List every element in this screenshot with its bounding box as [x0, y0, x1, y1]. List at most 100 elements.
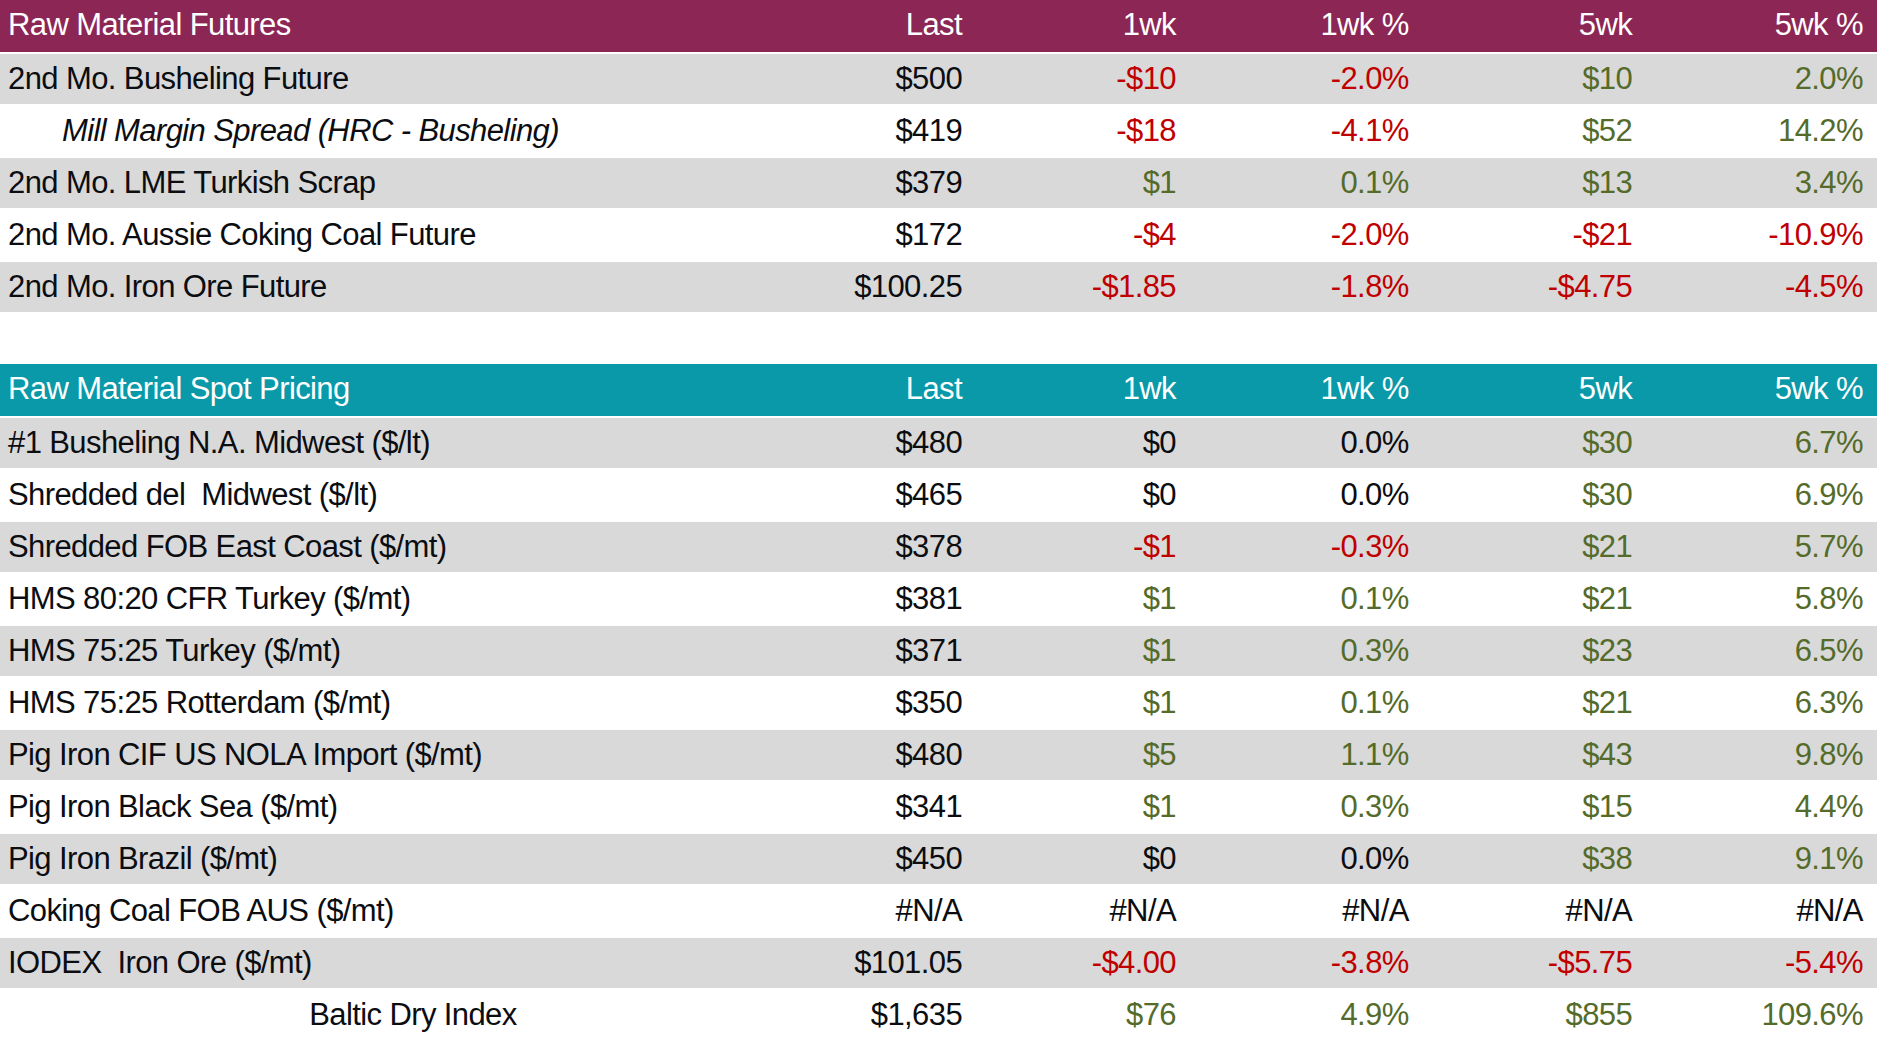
value-cell: $38: [1423, 834, 1646, 884]
value-cell: 3.4%: [1646, 158, 1877, 208]
row-label: Pig Iron Brazil ($/mt): [0, 834, 826, 884]
value-cell: -$5.75: [1423, 938, 1646, 988]
value-cell: $0: [976, 418, 1190, 468]
value-cell: #N/A: [1646, 886, 1877, 936]
value-cell: $5: [976, 730, 1190, 780]
col-header-5wk: 5wk: [1423, 364, 1646, 416]
value-cell: $0: [976, 470, 1190, 520]
futures-table-title: Raw Material Futures: [0, 0, 826, 52]
value-cell: $52: [1423, 106, 1646, 156]
spot-pricing-rows: #1 Busheling N.A. Midwest ($/lt)$480$00.…: [0, 416, 1877, 1040]
value-cell: 6.3%: [1646, 678, 1877, 728]
col-header-last: Last: [826, 364, 976, 416]
value-cell: 9.1%: [1646, 834, 1877, 884]
value-cell: 4.9%: [1190, 990, 1423, 1040]
value-cell: 5.8%: [1646, 574, 1877, 624]
value-cell: $1: [976, 678, 1190, 728]
row-label: IODEX Iron Ore ($/mt): [0, 938, 826, 988]
value-cell: 6.9%: [1646, 470, 1877, 520]
row-label: Mill Margin Spread (HRC - Busheling): [0, 106, 826, 156]
value-cell: $419: [826, 106, 976, 156]
futures-rows: 2nd Mo. Busheling Future$500-$10-2.0%$10…: [0, 52, 1877, 312]
futures-table: Raw Material Futures Last 1wk 1wk % 5wk …: [0, 0, 1877, 312]
value-cell: $30: [1423, 418, 1646, 468]
row-label: 2nd Mo. Iron Ore Future: [0, 262, 826, 312]
value-cell: $855: [1423, 990, 1646, 1040]
row-label: 2nd Mo. LME Turkish Scrap: [0, 158, 826, 208]
value-cell: $21: [1423, 522, 1646, 572]
value-cell: -5.4%: [1646, 938, 1877, 988]
col-header-1wk-pct: 1wk %: [1190, 364, 1423, 416]
value-cell: $371: [826, 626, 976, 676]
row-label: Shredded FOB East Coast ($/mt): [0, 522, 826, 572]
table-row: 2nd Mo. Busheling Future$500-$10-2.0%$10…: [0, 52, 1877, 104]
value-cell: -2.0%: [1190, 54, 1423, 104]
value-cell: -$4.00: [976, 938, 1190, 988]
value-cell: $480: [826, 418, 976, 468]
spot-table-title: Raw Material Spot Pricing: [0, 364, 826, 416]
value-cell: $480: [826, 730, 976, 780]
value-cell: 0.1%: [1190, 158, 1423, 208]
value-cell: 14.2%: [1646, 106, 1877, 156]
row-label: HMS 75:25 Rotterdam ($/mt): [0, 678, 826, 728]
row-label: Pig Iron CIF US NOLA Import ($/mt): [0, 730, 826, 780]
value-cell: -4.5%: [1646, 262, 1877, 312]
table-row: #1 Busheling N.A. Midwest ($/lt)$480$00.…: [0, 416, 1877, 468]
value-cell: 0.3%: [1190, 626, 1423, 676]
table-row: 2nd Mo. Iron Ore Future$100.25-$1.85-1.8…: [0, 260, 1877, 312]
value-cell: $378: [826, 522, 976, 572]
value-cell: $1: [976, 158, 1190, 208]
value-cell: $381: [826, 574, 976, 624]
value-cell: $1: [976, 626, 1190, 676]
value-cell: #N/A: [1423, 886, 1646, 936]
table-row: Shredded del Midwest ($/lt)$465$00.0%$30…: [0, 468, 1877, 520]
value-cell: -4.1%: [1190, 106, 1423, 156]
row-label: 2nd Mo. Busheling Future: [0, 54, 826, 104]
col-header-1wk: 1wk: [976, 364, 1190, 416]
value-cell: $43: [1423, 730, 1646, 780]
row-label: Shredded del Midwest ($/lt): [0, 470, 826, 520]
value-cell: 109.6%: [1646, 990, 1877, 1040]
table-gap: [0, 312, 1877, 364]
value-cell: 5.7%: [1646, 522, 1877, 572]
value-cell: -$1.85: [976, 262, 1190, 312]
value-cell: 1.1%: [1190, 730, 1423, 780]
value-cell: $172: [826, 210, 976, 260]
table-row: 2nd Mo. Aussie Coking Coal Future$172-$4…: [0, 208, 1877, 260]
table-row: Shredded FOB East Coast ($/mt)$378-$1-0.…: [0, 520, 1877, 572]
table-row: Baltic Dry Index$1,635$764.9%$855109.6%: [0, 988, 1877, 1040]
value-cell: $15: [1423, 782, 1646, 832]
value-cell: $21: [1423, 574, 1646, 624]
value-cell: $450: [826, 834, 976, 884]
value-cell: #N/A: [826, 886, 976, 936]
value-cell: $76: [976, 990, 1190, 1040]
value-cell: $101.05: [826, 938, 976, 988]
table-row: 2nd Mo. LME Turkish Scrap$379$10.1%$133.…: [0, 156, 1877, 208]
row-label: Coking Coal FOB AUS ($/mt): [0, 886, 826, 936]
table-row: HMS 75:25 Rotterdam ($/mt)$350$10.1%$216…: [0, 676, 1877, 728]
table-row: Pig Iron Black Sea ($/mt)$341$10.3%$154.…: [0, 780, 1877, 832]
value-cell: $21: [1423, 678, 1646, 728]
value-cell: $379: [826, 158, 976, 208]
value-cell: 0.3%: [1190, 782, 1423, 832]
value-cell: -2.0%: [1190, 210, 1423, 260]
col-header-1wk-pct: 1wk %: [1190, 0, 1423, 52]
row-label: HMS 75:25 Turkey ($/mt): [0, 626, 826, 676]
value-cell: 0.0%: [1190, 418, 1423, 468]
value-cell: $465: [826, 470, 976, 520]
value-cell: 0.0%: [1190, 470, 1423, 520]
value-cell: $10: [1423, 54, 1646, 104]
spot-pricing-table: Raw Material Spot Pricing Last 1wk 1wk %…: [0, 364, 1877, 1040]
value-cell: -$4: [976, 210, 1190, 260]
value-cell: 6.5%: [1646, 626, 1877, 676]
value-cell: 9.8%: [1646, 730, 1877, 780]
value-cell: -$1: [976, 522, 1190, 572]
value-cell: -$4.75: [1423, 262, 1646, 312]
value-cell: -3.8%: [1190, 938, 1423, 988]
value-cell: 4.4%: [1646, 782, 1877, 832]
raw-materials-pricing-sheet: Raw Material Futures Last 1wk 1wk % 5wk …: [0, 0, 1877, 1041]
value-cell: #N/A: [976, 886, 1190, 936]
col-header-1wk: 1wk: [976, 0, 1190, 52]
row-label: 2nd Mo. Aussie Coking Coal Future: [0, 210, 826, 260]
table-row: HMS 75:25 Turkey ($/mt)$371$10.3%$236.5%: [0, 624, 1877, 676]
